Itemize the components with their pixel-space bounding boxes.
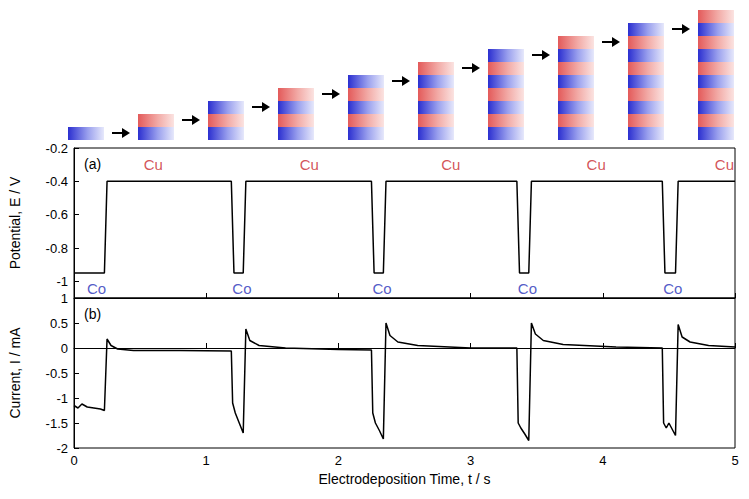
svg-text:2: 2 <box>335 453 342 468</box>
svg-text:Cu: Cu <box>441 156 460 173</box>
svg-text:Potential, E / V: Potential, E / V <box>7 176 23 269</box>
svg-text:(a): (a) <box>84 156 101 172</box>
svg-text:-2: -2 <box>56 441 68 456</box>
svg-text:-1: -1 <box>56 274 68 289</box>
svg-text:-0.8: -0.8 <box>46 241 68 256</box>
svg-text:-0.4: -0.4 <box>46 174 68 189</box>
svg-text:Cu: Cu <box>715 156 734 173</box>
svg-text:-0.5: -0.5 <box>46 366 68 381</box>
svg-text:Current, I / mA: Current, I / mA <box>7 327 23 419</box>
svg-text:Co: Co <box>372 280 391 297</box>
svg-text:Cu: Cu <box>300 156 319 173</box>
svg-text:0.5: 0.5 <box>50 316 68 331</box>
svg-text:Cu: Cu <box>144 156 163 173</box>
svg-text:-1: -1 <box>56 391 68 406</box>
svg-text:Cu: Cu <box>587 156 606 173</box>
svg-text:1: 1 <box>203 453 210 468</box>
svg-text:0: 0 <box>61 341 68 356</box>
svg-text:Electrodeposition Time, t / s: Electrodeposition Time, t / s <box>319 471 491 487</box>
svg-text:Co: Co <box>232 280 251 297</box>
svg-text:0: 0 <box>70 453 77 468</box>
svg-text:5: 5 <box>731 453 738 468</box>
svg-text:Co: Co <box>663 280 682 297</box>
svg-text:-0.2: -0.2 <box>46 141 68 156</box>
svg-text:3: 3 <box>467 453 474 468</box>
svg-text:1: 1 <box>61 291 68 306</box>
svg-text:Co: Co <box>87 280 106 297</box>
svg-text:-1.5: -1.5 <box>46 416 68 431</box>
svg-text:4: 4 <box>599 453 606 468</box>
svg-text:Co: Co <box>518 280 537 297</box>
svg-text:(b): (b) <box>84 306 101 322</box>
svg-text:-0.6: -0.6 <box>46 207 68 222</box>
